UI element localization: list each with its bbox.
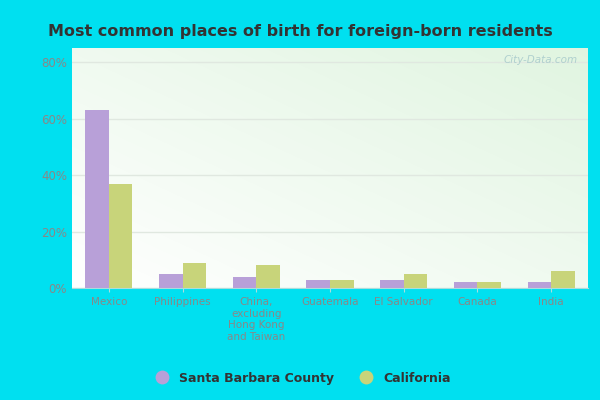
Bar: [478, 282, 501, 288]
Bar: [182, 262, 206, 288]
Bar: [85, 110, 109, 288]
Bar: [404, 274, 427, 288]
Bar: [233, 277, 256, 288]
Bar: [380, 280, 404, 288]
Bar: [330, 280, 353, 288]
Bar: [109, 184, 133, 288]
Bar: [454, 282, 478, 288]
Bar: [527, 282, 551, 288]
Text: City-Data.com: City-Data.com: [503, 55, 578, 65]
Bar: [551, 271, 575, 288]
Bar: [256, 266, 280, 288]
Bar: [159, 274, 182, 288]
Text: Most common places of birth for foreign-born residents: Most common places of birth for foreign-…: [47, 24, 553, 39]
Legend: Santa Barbara County, California: Santa Barbara County, California: [145, 367, 455, 390]
Bar: [307, 280, 330, 288]
